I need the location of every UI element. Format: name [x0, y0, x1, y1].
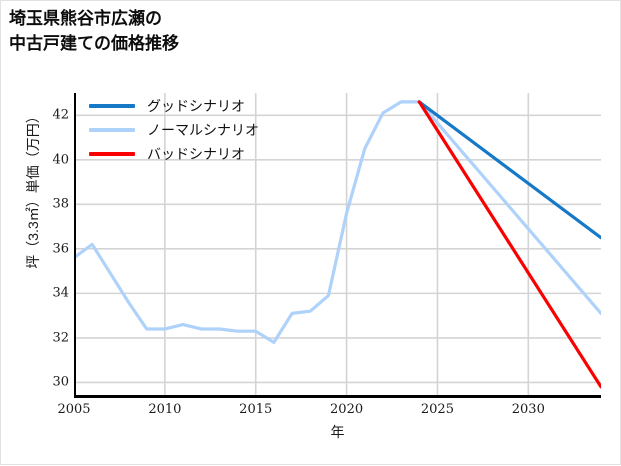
legend-swatch-bad [89, 152, 135, 156]
chart-canvas [74, 93, 601, 398]
legend-item-good[interactable]: グッドシナリオ [89, 94, 289, 118]
x-tick-label: 2005 [57, 402, 91, 417]
y-tick-label: 40 [52, 152, 69, 168]
y-tick-label: 32 [52, 330, 69, 346]
y-tick-label: 30 [52, 374, 69, 390]
gridlines [74, 93, 601, 398]
x-axis-label: 年 [330, 424, 345, 440]
x-tick-label: 2010 [148, 402, 182, 417]
data-series-group [74, 100, 601, 389]
series-line-good [417, 100, 601, 240]
legend-item-normal[interactable]: ノーマルシナリオ [89, 118, 289, 142]
x-tick-label: 2015 [239, 402, 273, 417]
y-tick-label: 36 [52, 241, 69, 257]
y-axis-ticks: 30 32 34 36 38 40 42 [24, 93, 69, 398]
legend-label-normal: ノーマルシナリオ [147, 122, 259, 138]
series-line-normal [74, 100, 601, 344]
plot-area [74, 93, 601, 398]
x-tick-label: 2020 [330, 402, 364, 417]
series-line-bad [417, 100, 601, 389]
chart-legend: グッドシナリオ ノーマルシナリオ バッドシナリオ [89, 94, 289, 166]
legend-label-bad: バッドシナリオ [147, 146, 245, 162]
legend-item-bad[interactable]: バッドシナリオ [89, 142, 289, 166]
x-axis-ticks: 2005 2010 2015 2020 2025 2030 [57, 402, 601, 422]
chart-title: 埼玉県熊谷市広瀬の 中古戸建ての価格推移 [9, 9, 179, 53]
y-tick-label: 34 [52, 285, 69, 301]
y-tick-label: 42 [52, 107, 69, 123]
x-tick-label: 2030 [511, 402, 545, 417]
x-tick-label: 2025 [420, 402, 454, 417]
legend-label-good: グッドシナリオ [147, 98, 245, 114]
y-tick-label: 38 [52, 196, 69, 212]
legend-swatch-good [89, 104, 135, 108]
legend-swatch-normal [89, 128, 135, 132]
